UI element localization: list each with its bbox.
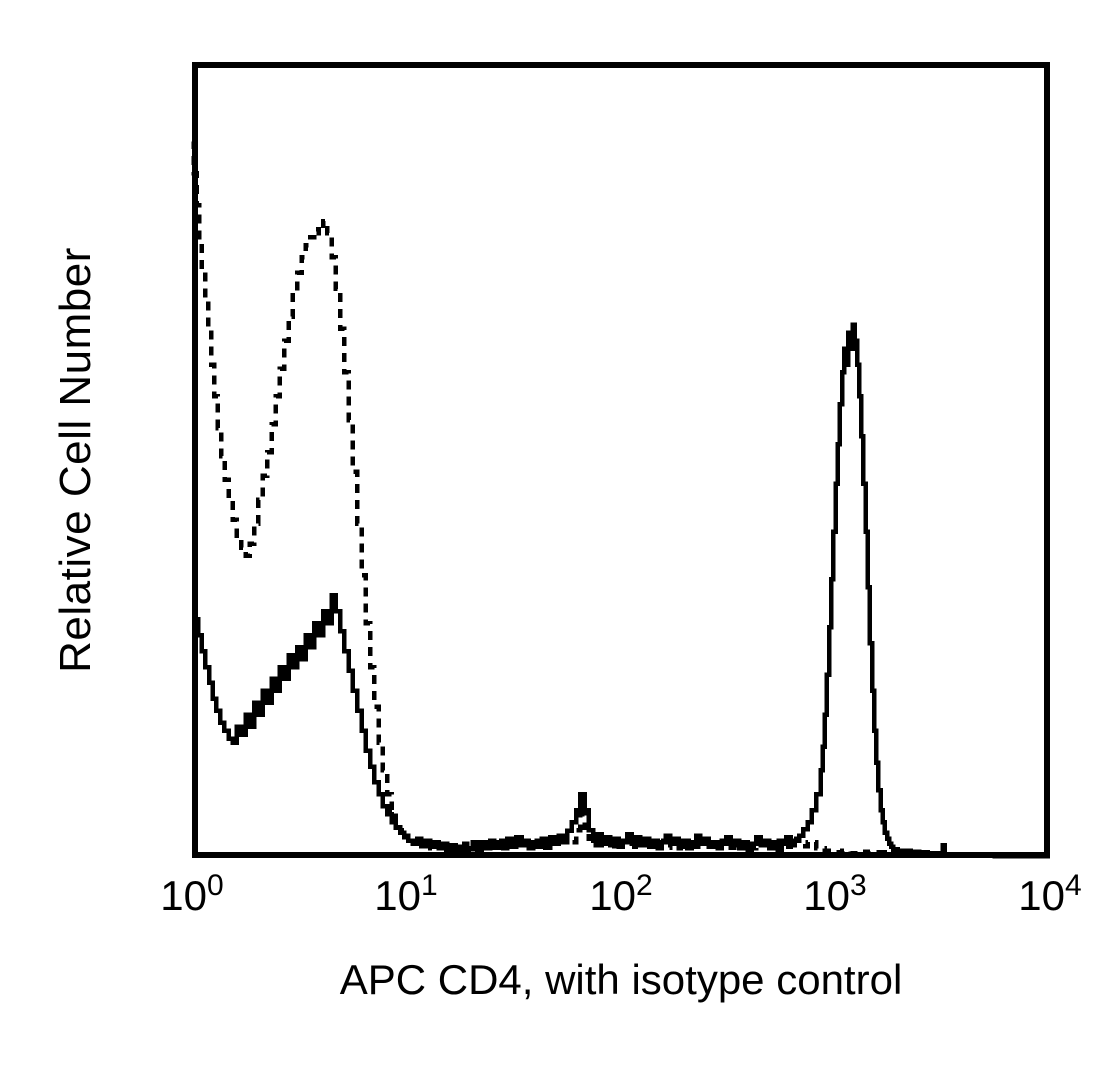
x-tick-base: 10 (374, 872, 422, 919)
isotype-control-curve (191, 139, 1050, 859)
x-tick-10e4: 104 (1018, 869, 1082, 920)
plot-border (192, 62, 1050, 858)
x-tick-base: 10 (803, 872, 851, 919)
x-tick-base: 10 (160, 872, 208, 919)
x-tick-base: 10 (589, 872, 637, 919)
cd4-curve (192, 322, 1050, 859)
x-tick-exponent: 3 (850, 869, 867, 902)
x-tick-exponent: 4 (1065, 869, 1082, 902)
x-tick-exponent: 0 (207, 869, 224, 902)
x-tick-10e0: 100 (160, 869, 224, 920)
x-tick-exponent: 2 (636, 869, 653, 902)
x-axis-label: APC CD4, with isotype control (339, 956, 903, 1003)
x-tick-10e2: 102 (589, 869, 653, 920)
x-tick-exponent: 1 (421, 869, 438, 902)
x-tick-10e1: 101 (374, 869, 438, 920)
x-tick-base: 10 (1018, 872, 1066, 919)
x-tick-10e3: 103 (803, 869, 867, 920)
y-axis-label: Relative Cell Number (51, 247, 100, 673)
